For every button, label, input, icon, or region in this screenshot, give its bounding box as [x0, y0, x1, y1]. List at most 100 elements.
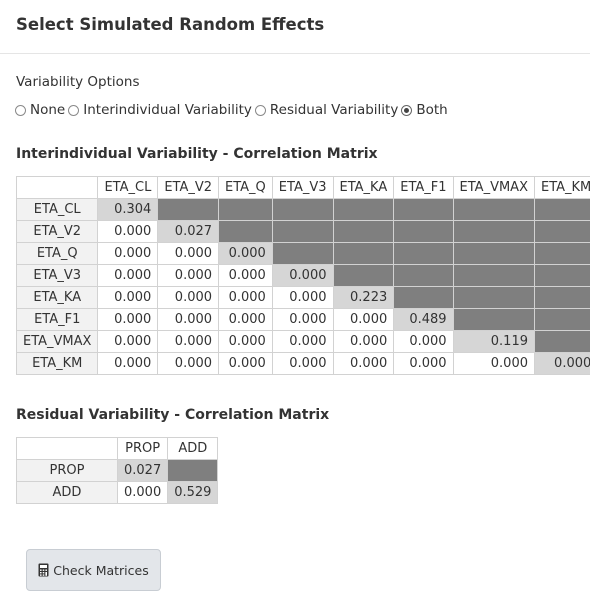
iiv-value-cell[interactable]: 0.000: [97, 308, 159, 331]
iiv-diagonal-cell[interactable]: 0.119: [452, 330, 535, 353]
residual-table-row: ADD 0.000 0.529: [16, 481, 219, 504]
iiv-disabled-cell: [452, 198, 535, 221]
residual-value-cell[interactable]: 0.000: [116, 481, 169, 504]
iiv-disabled-cell: [393, 264, 454, 287]
iiv-disabled-cell: [157, 198, 220, 221]
check-matrices-label: Check Matrices: [53, 562, 149, 578]
iiv-disabled-cell: [533, 308, 590, 331]
iiv-disabled-cell: [533, 242, 590, 265]
iiv-value-cell[interactable]: 0.000: [271, 308, 334, 331]
residual-diagonal-cell[interactable]: 0.529: [167, 481, 219, 504]
radio-both-label: Both: [416, 102, 448, 118]
iiv-row-label: ETA_CL: [15, 198, 99, 221]
iiv-table-row: ETA_V2 0.000 0.027: [15, 220, 590, 243]
iiv-disabled-cell: [393, 198, 454, 221]
radio-none-circle[interactable]: [15, 104, 26, 116]
iiv-value-cell[interactable]: 0.000: [332, 330, 395, 353]
iiv-value-cell[interactable]: 0.000: [157, 330, 220, 353]
check-matrices-button[interactable]: Check Matrices: [26, 549, 161, 591]
iiv-table-row: ETA_F1 0.000 0.000 0.000 0.000 0.000 0.489: [15, 308, 590, 331]
residual-header-row: PROP ADD: [16, 437, 219, 460]
iiv-disabled-cell: [271, 242, 334, 265]
radio-residual[interactable]: Residual Variability: [254, 102, 398, 118]
iiv-value-cell[interactable]: 0.000: [218, 286, 273, 309]
iiv-value-cell[interactable]: 0.000: [157, 242, 220, 265]
iiv-value-cell[interactable]: 0.000: [218, 308, 273, 331]
iiv-row-label: ETA_KA: [15, 286, 99, 309]
iiv-disabled-cell: [393, 242, 454, 265]
iiv-disabled-cell: [271, 198, 334, 221]
iiv-value-cell[interactable]: 0.000: [97, 242, 159, 265]
iiv-value-cell[interactable]: 0.000: [271, 330, 334, 353]
iiv-row-label: ETA_VMAX: [15, 330, 99, 353]
iiv-diagonal-cell[interactable]: 0.000: [533, 352, 590, 375]
iiv-value-cell[interactable]: 0.000: [97, 286, 159, 309]
radio-none-label: None: [30, 102, 66, 118]
iiv-row-label: ETA_F1: [15, 308, 99, 331]
iiv-value-cell[interactable]: 0.000: [393, 330, 454, 353]
iiv-value-cell[interactable]: 0.000: [271, 352, 334, 375]
iiv-disabled-cell: [533, 198, 590, 221]
iiv-diagonal-cell[interactable]: 0.000: [271, 264, 334, 287]
iiv-disabled-cell: [533, 286, 590, 309]
iiv-diagonal-cell[interactable]: 0.223: [332, 286, 395, 309]
iiv-value-cell[interactable]: 0.000: [157, 286, 220, 309]
iiv-disabled-cell: [332, 264, 395, 287]
iiv-value-cell[interactable]: 0.000: [97, 330, 159, 353]
variability-radio-group: None Interindividual Variability Residua…: [15, 102, 451, 118]
iiv-value-cell[interactable]: 0.000: [97, 264, 159, 287]
iiv-column-header: ETA_KM: [533, 176, 590, 199]
iiv-value-cell[interactable]: 0.000: [218, 264, 273, 287]
iiv-row-label: ETA_KM: [15, 352, 99, 375]
iiv-table-row: ETA_CL 0.304: [15, 198, 590, 221]
iiv-diagonal-cell[interactable]: 0.304: [97, 198, 159, 221]
iiv-table-row: ETA_KM 0.000 0.000 0.000 0.000 0.000 0.000 0.00…: [15, 352, 590, 375]
iiv-column-header: ETA_CL: [97, 176, 159, 199]
iiv-value-cell[interactable]: 0.000: [452, 352, 535, 375]
iiv-disabled-cell: [332, 198, 395, 221]
iiv-value-cell[interactable]: 0.000: [218, 352, 273, 375]
iiv-table-row: ETA_VMAX 0.000 0.000 0.000 0.000 0.000 0.000 0.…: [15, 330, 590, 353]
iiv-column-header: ETA_Q: [218, 176, 273, 199]
iiv-column-header: ETA_KA: [332, 176, 395, 199]
iiv-table-row: ETA_V3 0.000 0.000 0.000 0.000: [15, 264, 590, 287]
radio-interindividual-circle[interactable]: [68, 104, 80, 116]
radio-both-circle[interactable]: [401, 104, 413, 116]
iiv-matrix-title: Interindividual Variability - Correlatio…: [16, 146, 378, 162]
iiv-diagonal-cell[interactable]: 0.000: [218, 242, 273, 265]
iiv-disabled-cell: [452, 242, 535, 265]
iiv-disabled-cell: [452, 308, 535, 331]
iiv-value-cell[interactable]: 0.000: [332, 352, 395, 375]
iiv-diagonal-cell[interactable]: 0.489: [393, 308, 454, 331]
iiv-row-label: ETA_V2: [15, 220, 99, 243]
iiv-disabled-cell: [533, 220, 590, 243]
radio-both[interactable]: Both: [401, 102, 448, 118]
radio-residual-circle[interactable]: [254, 104, 266, 116]
iiv-diagonal-cell[interactable]: 0.027: [157, 220, 220, 243]
iiv-value-cell[interactable]: 0.000: [393, 352, 454, 375]
iiv-disabled-cell: [533, 330, 590, 353]
iiv-value-cell[interactable]: 0.000: [218, 330, 273, 353]
iiv-disabled-cell: [393, 286, 454, 309]
iiv-value-cell[interactable]: 0.000: [157, 308, 220, 331]
iiv-value-cell[interactable]: 0.000: [157, 352, 220, 375]
iiv-column-header: ETA_VMAX: [452, 176, 535, 199]
residual-correlation-matrix: PROP ADD PROP 0.027 ADD 0.000 0.529: [16, 437, 219, 504]
radio-interindividual[interactable]: Interindividual Variability: [68, 102, 252, 118]
iiv-disabled-cell: [393, 220, 454, 243]
residual-diagonal-cell[interactable]: 0.027: [116, 459, 169, 482]
iiv-disabled-cell: [452, 264, 535, 287]
iiv-value-cell[interactable]: 0.000: [97, 352, 159, 375]
iiv-disabled-cell: [271, 220, 334, 243]
iiv-value-cell[interactable]: 0.000: [332, 308, 395, 331]
iiv-header-row: ETA_CL ETA_V2 ETA_Q ETA_V3 ETA_KA ETA_F1 ETA_V…: [15, 176, 590, 199]
residual-matrix-title: Residual Variability - Correlation Matri…: [16, 407, 330, 423]
iiv-disabled-cell: [332, 242, 395, 265]
radio-none[interactable]: None: [15, 102, 65, 118]
iiv-disabled-cell: [218, 220, 273, 243]
iiv-value-cell[interactable]: 0.000: [157, 264, 220, 287]
iiv-value-cell[interactable]: 0.000: [97, 220, 159, 243]
iiv-row-label: ETA_V3: [15, 264, 99, 287]
iiv-value-cell[interactable]: 0.000: [271, 286, 334, 309]
iiv-column-header: ETA_F1: [393, 176, 454, 199]
